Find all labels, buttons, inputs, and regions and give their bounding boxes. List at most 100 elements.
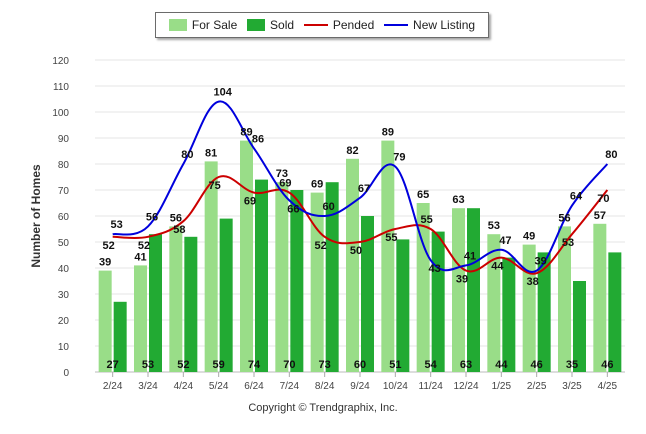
bar-sold (502, 257, 516, 372)
bar-sold (255, 179, 268, 372)
data-label-pended: 52 (103, 240, 115, 252)
bar-for-sale (275, 182, 289, 372)
y-tick-label: 60 (58, 212, 70, 223)
data-label-sold: 35 (566, 359, 578, 371)
y-tick-label: 110 (53, 82, 69, 93)
data-label-sold: 73 (319, 359, 331, 371)
data-label-for-sale: 57 (594, 210, 606, 222)
data-label-new-listing: 66 (287, 203, 299, 215)
y-tick-label: 100 (52, 108, 69, 119)
legend-swatch-new-listing (384, 24, 409, 26)
data-label-for-sale: 81 (205, 147, 217, 159)
bar-for-sale (240, 140, 253, 372)
legend-swatch-for-sale (168, 19, 187, 31)
data-label-for-sale: 39 (99, 257, 111, 269)
x-tick-label: 1/25 (492, 381, 512, 392)
x-tick-label: 12/24 (453, 381, 478, 392)
bar-sold (537, 252, 551, 372)
data-label-pended: 50 (350, 245, 362, 257)
legend-item-pended[interactable]: Pended (303, 18, 375, 32)
data-label-for-sale: 69 (311, 179, 323, 191)
data-label-new-listing: 53 (111, 219, 123, 231)
y-tick-label: 20 (58, 316, 70, 327)
data-label-pended: 55 (385, 232, 397, 244)
x-tick-label: 2/24 (103, 381, 123, 392)
bar-for-sale (204, 161, 218, 372)
data-label-pended: 69 (244, 196, 256, 208)
bar-sold (184, 236, 198, 372)
y-tick-label: 50 (58, 238, 70, 249)
data-label-new-listing: 64 (570, 191, 583, 203)
x-tick-label: 9/24 (350, 381, 370, 392)
data-label-sold: 54 (425, 359, 438, 371)
x-tick-label: 11/24 (419, 381, 444, 392)
data-label-for-sale: 49 (523, 231, 535, 243)
bar-for-sale (558, 226, 571, 372)
legend-label-for-sale: For Sale (191, 18, 238, 32)
data-label-for-sale: 56 (170, 212, 182, 224)
data-label-new-listing: 67 (358, 183, 370, 195)
data-label-for-sale: 63 (452, 194, 464, 206)
legend-item-sold[interactable]: Sold (247, 18, 294, 32)
data-label-sold: 63 (460, 359, 472, 371)
data-label-sold: 46 (601, 359, 613, 371)
data-label-sold: 59 (213, 359, 225, 371)
legend-label-sold: Sold (270, 18, 295, 32)
bar-sold (361, 216, 374, 372)
data-label-new-listing: 80 (181, 149, 193, 161)
y-tick-label: 90 (58, 134, 70, 145)
legend-swatch-sold (247, 19, 266, 31)
data-label-for-sale: 82 (346, 145, 358, 157)
legend-item-new-listing[interactable]: New Listing (384, 18, 475, 32)
y-tick-label: 80 (58, 160, 70, 171)
data-label-new-listing: 47 (499, 235, 511, 247)
x-tick-label: 8/24 (315, 381, 335, 392)
x-tick-label: 3/24 (138, 381, 158, 392)
data-label-pended: 38 (527, 276, 539, 288)
line-new-listing (112, 100, 609, 273)
legend-label-pended: Pended (332, 18, 375, 32)
data-label-sold: 74 (248, 359, 261, 371)
x-tick-label: 10/24 (383, 381, 408, 392)
bar-sold (325, 182, 339, 372)
y-tick-label: 10 (58, 342, 70, 353)
y-tick-label: 0 (63, 368, 69, 379)
data-label-pended: 52 (315, 240, 327, 252)
data-label-sold: 70 (283, 359, 295, 371)
data-label-sold: 44 (495, 359, 508, 371)
y-tick-label: 120 (52, 56, 69, 67)
data-label-new-listing: 56 (146, 211, 158, 223)
x-tick-label: 4/25 (598, 381, 618, 392)
data-label-new-listing: 43 (429, 263, 441, 275)
data-label-pended: 58 (173, 224, 185, 236)
data-label-new-listing: 104 (213, 87, 232, 99)
data-label-pended: 69 (279, 178, 291, 190)
data-label-new-listing: 60 (323, 201, 335, 213)
line-pended (112, 175, 609, 275)
y-axis-title: Number of Homes (29, 164, 43, 268)
data-label-pended: 44 (491, 261, 504, 273)
y-tick-label: 30 (58, 290, 70, 301)
bar-sold (431, 231, 445, 372)
bar-sold (396, 239, 410, 372)
data-label-for-sale: 53 (488, 220, 500, 232)
bar-sold (113, 301, 127, 372)
bar-sold (573, 281, 586, 372)
data-label-sold: 51 (389, 359, 401, 371)
data-label-new-listing: 39 (535, 256, 547, 268)
bar-for-sale (593, 223, 607, 372)
x-tick-label: 5/24 (209, 381, 229, 392)
bar-for-sale (487, 234, 501, 372)
bar-for-sale (452, 208, 465, 372)
bar-sold (149, 234, 162, 372)
data-label-for-sale: 56 (558, 212, 570, 224)
x-tick-label: 4/24 (174, 381, 194, 392)
data-label-for-sale: 41 (134, 251, 146, 263)
x-tick-label: 6/24 (244, 381, 264, 392)
bar-for-sale (98, 270, 112, 372)
data-label-new-listing: 86 (252, 133, 264, 145)
x-tick-label: 7/24 (280, 381, 300, 392)
legend-item-for-sale[interactable]: For Sale (168, 18, 238, 32)
data-label-new-listing: 79 (393, 152, 405, 164)
